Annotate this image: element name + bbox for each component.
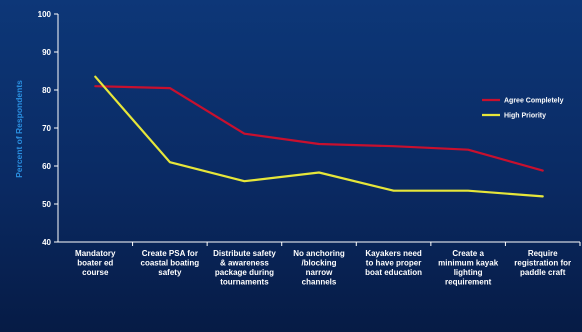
y-axis: 40 50 60 70 80 90 100 (38, 10, 59, 247)
y-axis-title: Percent of Respondents (14, 80, 24, 178)
y-tick-label: 100 (38, 10, 52, 19)
legend-label: High Priority (504, 113, 546, 120)
x-category-label: No anchoring/blocking narrow channels (293, 249, 345, 287)
x-category-label: Create a minimum kayak lighting requirement (438, 249, 499, 287)
y-tick-label: 80 (42, 86, 51, 95)
x-category-label: Mandatory boater ed course (75, 249, 116, 277)
x-category-label: Require registration for paddle craft (514, 249, 571, 277)
y-tick-label: 60 (42, 162, 51, 171)
x-category-label: Create PSA for coastal boating safety (141, 249, 200, 277)
y-tick-label: 70 (42, 124, 51, 133)
x-axis: Mandatory boater ed course Create PSA for co… (58, 241, 581, 287)
y-tick-label: 90 (42, 48, 51, 57)
series-line-high-priority (94, 75, 544, 198)
y-tick-label: 50 (42, 200, 51, 209)
y-tick-label: 40 (42, 238, 51, 247)
series-line-agree-completely (94, 85, 544, 172)
x-category-label: Distribute safety & awareness package duri… (213, 249, 276, 287)
x-category-label: Kayakers need to have proper boat educatio… (365, 249, 422, 277)
legend: Agree Completely High Priority (482, 98, 564, 120)
legend-label: Agree Completely (504, 98, 564, 105)
series-lines (94, 75, 544, 198)
